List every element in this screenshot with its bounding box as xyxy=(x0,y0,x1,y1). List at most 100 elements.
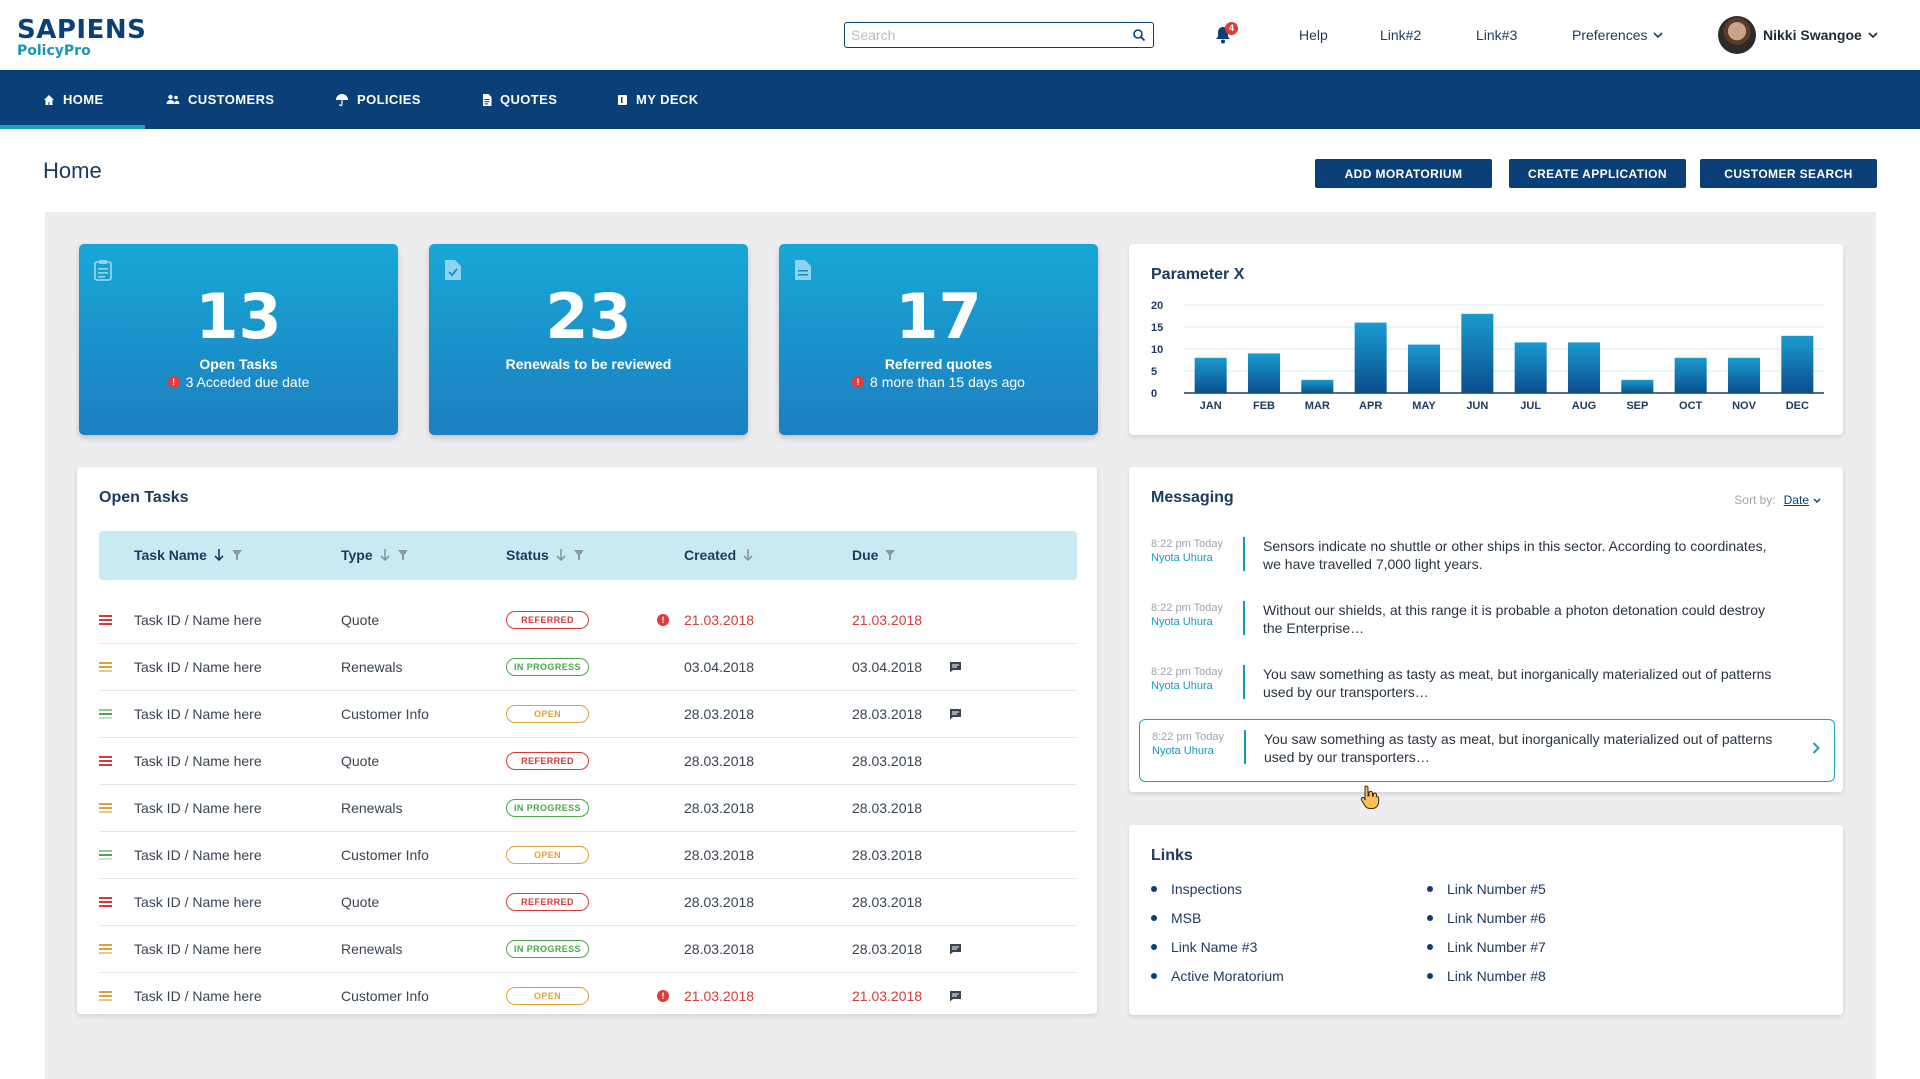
sort-down-icon[interactable] xyxy=(379,548,391,562)
filter-icon[interactable] xyxy=(397,549,409,561)
task-due: 28.03.2018 xyxy=(852,800,923,816)
link-item[interactable]: Link Number #8 xyxy=(1427,968,1546,984)
message-item[interactable]: 8:22 pm Today Nyota Uhura Sensors indicate… xyxy=(1139,527,1835,590)
col-task-name[interactable]: Task Name xyxy=(134,547,243,563)
create-application-button[interactable]: CREATE APPLICATION xyxy=(1509,159,1686,188)
link-item[interactable]: Link Number #7 xyxy=(1427,939,1546,955)
link-item[interactable]: Link Number #6 xyxy=(1427,910,1546,926)
filter-icon[interactable] xyxy=(884,549,896,561)
bar-nov[interactable] xyxy=(1728,357,1760,393)
bar-dec[interactable] xyxy=(1781,335,1814,393)
sort-down-icon[interactable] xyxy=(742,548,754,562)
preferences-menu[interactable]: Preferences xyxy=(1572,27,1664,43)
avatar[interactable] xyxy=(1718,16,1756,54)
kpi-renewals[interactable]: 23 Renewals to be reviewed xyxy=(429,244,748,435)
filter-icon[interactable] xyxy=(231,549,243,561)
bar-apr[interactable] xyxy=(1354,322,1387,393)
bar-jul[interactable] xyxy=(1514,342,1547,393)
task-type: Renewals xyxy=(341,659,403,675)
customer-search-button[interactable]: CUSTOMER SEARCH xyxy=(1700,159,1877,188)
user-menu[interactable]: Nikki Swangoe xyxy=(1763,27,1878,43)
page-title: Home xyxy=(43,158,102,183)
help-link[interactable]: Help xyxy=(1299,27,1328,43)
task-type: Quote xyxy=(341,753,380,769)
deck-icon xyxy=(618,94,627,105)
kpi-value: 23 xyxy=(545,280,632,353)
comment-icon[interactable] xyxy=(949,943,962,955)
task-name[interactable]: Task ID / Name here xyxy=(134,612,262,628)
bar-jun[interactable] xyxy=(1461,313,1494,393)
task-name[interactable]: Task ID / Name here xyxy=(134,706,262,722)
message-item[interactable]: 8:22 pm Today Nyota Uhura Without our shie… xyxy=(1139,591,1835,654)
kpi-open-tasks[interactable]: 13 Open Tasks ! 3 Acceded due date xyxy=(79,244,398,435)
bar-jan[interactable] xyxy=(1194,357,1227,393)
message-divider xyxy=(1243,665,1245,699)
nav-quotes[interactable]: QUOTES xyxy=(482,70,557,129)
task-name[interactable]: Task ID / Name here xyxy=(134,659,262,675)
message-divider xyxy=(1243,601,1245,635)
message-item[interactable]: 8:22 pm Today Nyota Uhura You saw somethin… xyxy=(1139,719,1835,782)
message-time: 8:22 pm Today xyxy=(1151,602,1223,614)
comment-icon[interactable] xyxy=(949,990,962,1002)
link-3[interactable]: Link#3 xyxy=(1476,27,1518,43)
status-badge: REFERRED xyxy=(506,611,589,629)
col-type[interactable]: Type xyxy=(341,547,409,563)
link-2[interactable]: Link#2 xyxy=(1380,27,1422,43)
task-name[interactable]: Task ID / Name here xyxy=(134,847,262,863)
notifications-button[interactable]: 4 xyxy=(1212,22,1238,48)
link-text: Active Moratorium xyxy=(1171,968,1284,984)
chevron-right-icon[interactable] xyxy=(1812,742,1820,754)
kpi-value: 17 xyxy=(895,280,982,353)
bar-sep[interactable] xyxy=(1621,379,1654,393)
brand-logo[interactable]: SAPIENS PolicyPro xyxy=(17,17,146,59)
bar-oct[interactable] xyxy=(1674,357,1707,393)
task-due: 03.04.2018 xyxy=(852,659,923,675)
table-row[interactable]: Task ID / Name here Renewals IN PROGRESS 28… xyxy=(99,926,1077,973)
nav-home[interactable]: HOME xyxy=(43,70,104,129)
sort-down-icon[interactable] xyxy=(213,548,225,562)
sort-label: Sort by: xyxy=(1734,493,1776,507)
sort-dropdown[interactable]: Date xyxy=(1784,493,1821,507)
sort-down-icon[interactable] xyxy=(555,548,567,562)
col-created[interactable]: Created xyxy=(684,547,754,563)
link-item[interactable]: Inspections xyxy=(1151,881,1242,897)
table-row[interactable]: Task ID / Name here Renewals IN PROGRESS 28… xyxy=(99,785,1077,832)
search-icon[interactable] xyxy=(1132,28,1146,42)
task-name[interactable]: Task ID / Name here xyxy=(134,894,262,910)
task-name[interactable]: Task ID / Name here xyxy=(134,988,262,1004)
nav-customers[interactable]: CUSTOMERS xyxy=(166,70,274,129)
messaging-title: Messaging xyxy=(1151,489,1234,506)
comment-icon[interactable] xyxy=(949,661,962,673)
table-row[interactable]: Task ID / Name here Customer Info OPEN! 21.… xyxy=(99,973,1077,1020)
link-item[interactable]: Link Number #5 xyxy=(1427,881,1546,897)
link-item[interactable]: Link Name #3 xyxy=(1151,939,1257,955)
comment-icon[interactable] xyxy=(949,708,962,720)
chevron-down-icon xyxy=(1653,31,1664,38)
table-row[interactable]: Task ID / Name here Quote REFERRED! 21.03.2… xyxy=(99,597,1077,644)
nav-my-deck[interactable]: MY DECK xyxy=(617,70,699,129)
bar-mar[interactable] xyxy=(1301,379,1334,393)
table-row[interactable]: Task ID / Name here Customer Info OPEN 28.0… xyxy=(99,832,1077,879)
table-row[interactable]: Task ID / Name here Customer Info OPEN 28.0… xyxy=(99,691,1077,738)
col-due[interactable]: Due xyxy=(852,547,896,563)
status-badge: OPEN xyxy=(506,705,589,723)
table-row[interactable]: Task ID / Name here Quote REFERRED 28.03.20… xyxy=(99,738,1077,785)
bar-may[interactable] xyxy=(1408,344,1440,393)
message-item[interactable]: 8:22 pm Today Nyota Uhura You saw somethin… xyxy=(1139,655,1835,718)
filter-icon[interactable] xyxy=(573,549,585,561)
table-row[interactable]: Task ID / Name here Renewals IN PROGRESS 03… xyxy=(99,644,1077,691)
col-status[interactable]: Status xyxy=(506,547,585,563)
search-input[interactable] xyxy=(845,23,1115,47)
add-moratorium-button[interactable]: ADD MORATORIUM xyxy=(1315,159,1492,188)
task-name[interactable]: Task ID / Name here xyxy=(134,753,262,769)
link-item[interactable]: Active Moratorium xyxy=(1151,968,1284,984)
bar-aug[interactable] xyxy=(1568,342,1600,393)
y-tick-label: 0 xyxy=(1151,388,1157,400)
task-name[interactable]: Task ID / Name here xyxy=(134,800,262,816)
nav-policies[interactable]: POLICIES xyxy=(335,70,421,129)
kpi-referred-quotes[interactable]: 17 Referred quotes ! 8 more than 15 days … xyxy=(779,244,1098,435)
table-row[interactable]: Task ID / Name here Quote REFERRED 28.03.20… xyxy=(99,879,1077,926)
task-name[interactable]: Task ID / Name here xyxy=(134,941,262,957)
bar-feb[interactable] xyxy=(1248,353,1280,393)
link-item[interactable]: MSB xyxy=(1151,910,1201,926)
